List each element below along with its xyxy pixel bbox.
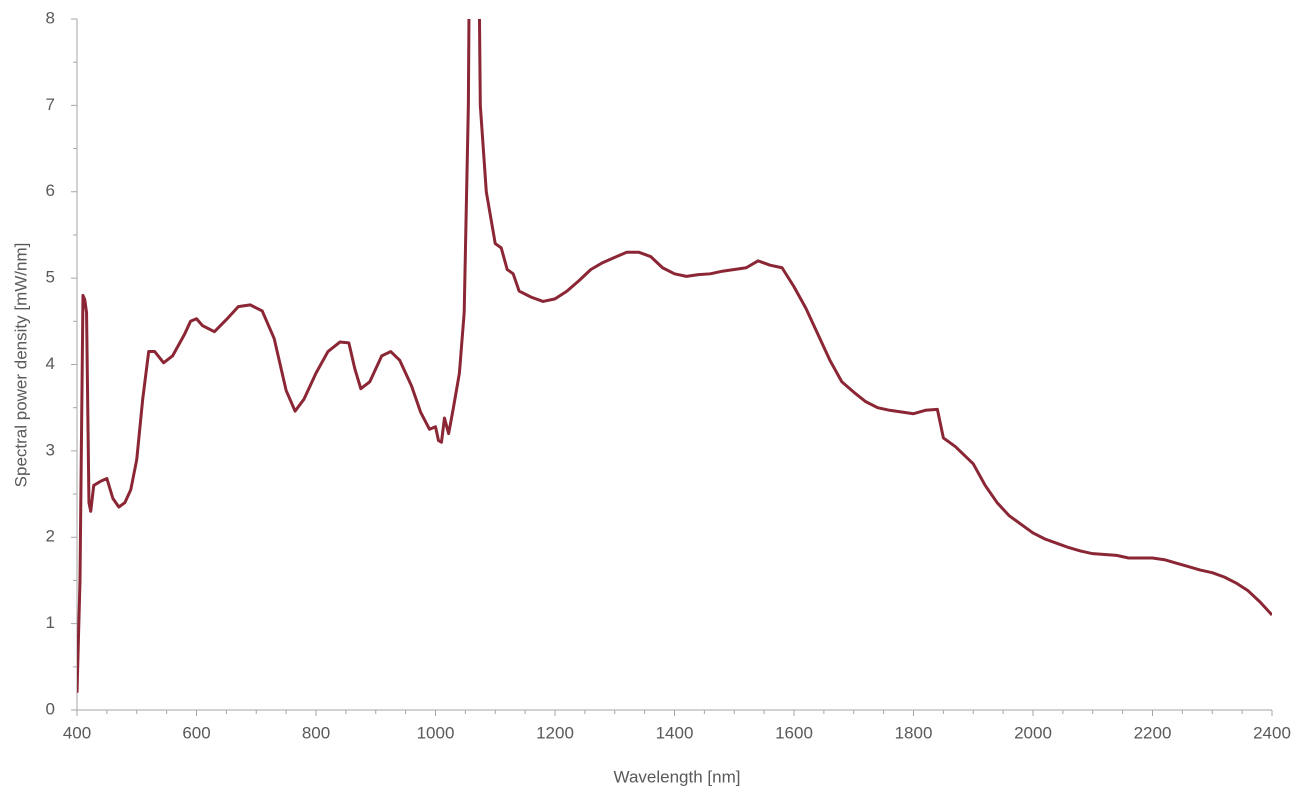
y-tick-label: 8 [46, 8, 55, 27]
y-tick-label: 4 [46, 354, 55, 373]
y-tick-label: 0 [46, 699, 55, 718]
x-tick-label: 600 [182, 723, 210, 742]
x-axis-title: Wavelength [nm] [614, 767, 741, 786]
x-tick-label: 1400 [656, 723, 694, 742]
data-line [77, 19, 1272, 693]
x-tick-label: 400 [63, 723, 91, 742]
y-axis-title: Spectral power density [mW/nm] [11, 243, 30, 488]
plot-area [77, 19, 1272, 693]
x-tick-label: 2400 [1253, 723, 1291, 742]
x-tick-label: 1600 [775, 723, 813, 742]
x-tick-label: 2200 [1134, 723, 1172, 742]
x-tick-label: 1800 [895, 723, 933, 742]
x-tick-label: 1000 [417, 723, 455, 742]
y-tick-label: 7 [46, 95, 55, 114]
y-tick-label: 6 [46, 181, 55, 200]
x-tick-label: 1200 [536, 723, 574, 742]
y-tick-label: 3 [46, 440, 55, 459]
x-tick-label: 2000 [1014, 723, 1052, 742]
x-tick-label: 800 [302, 723, 330, 742]
y-tick-label: 1 [46, 613, 55, 632]
y-tick-label: 2 [46, 527, 55, 546]
y-tick-label: 5 [46, 268, 55, 287]
